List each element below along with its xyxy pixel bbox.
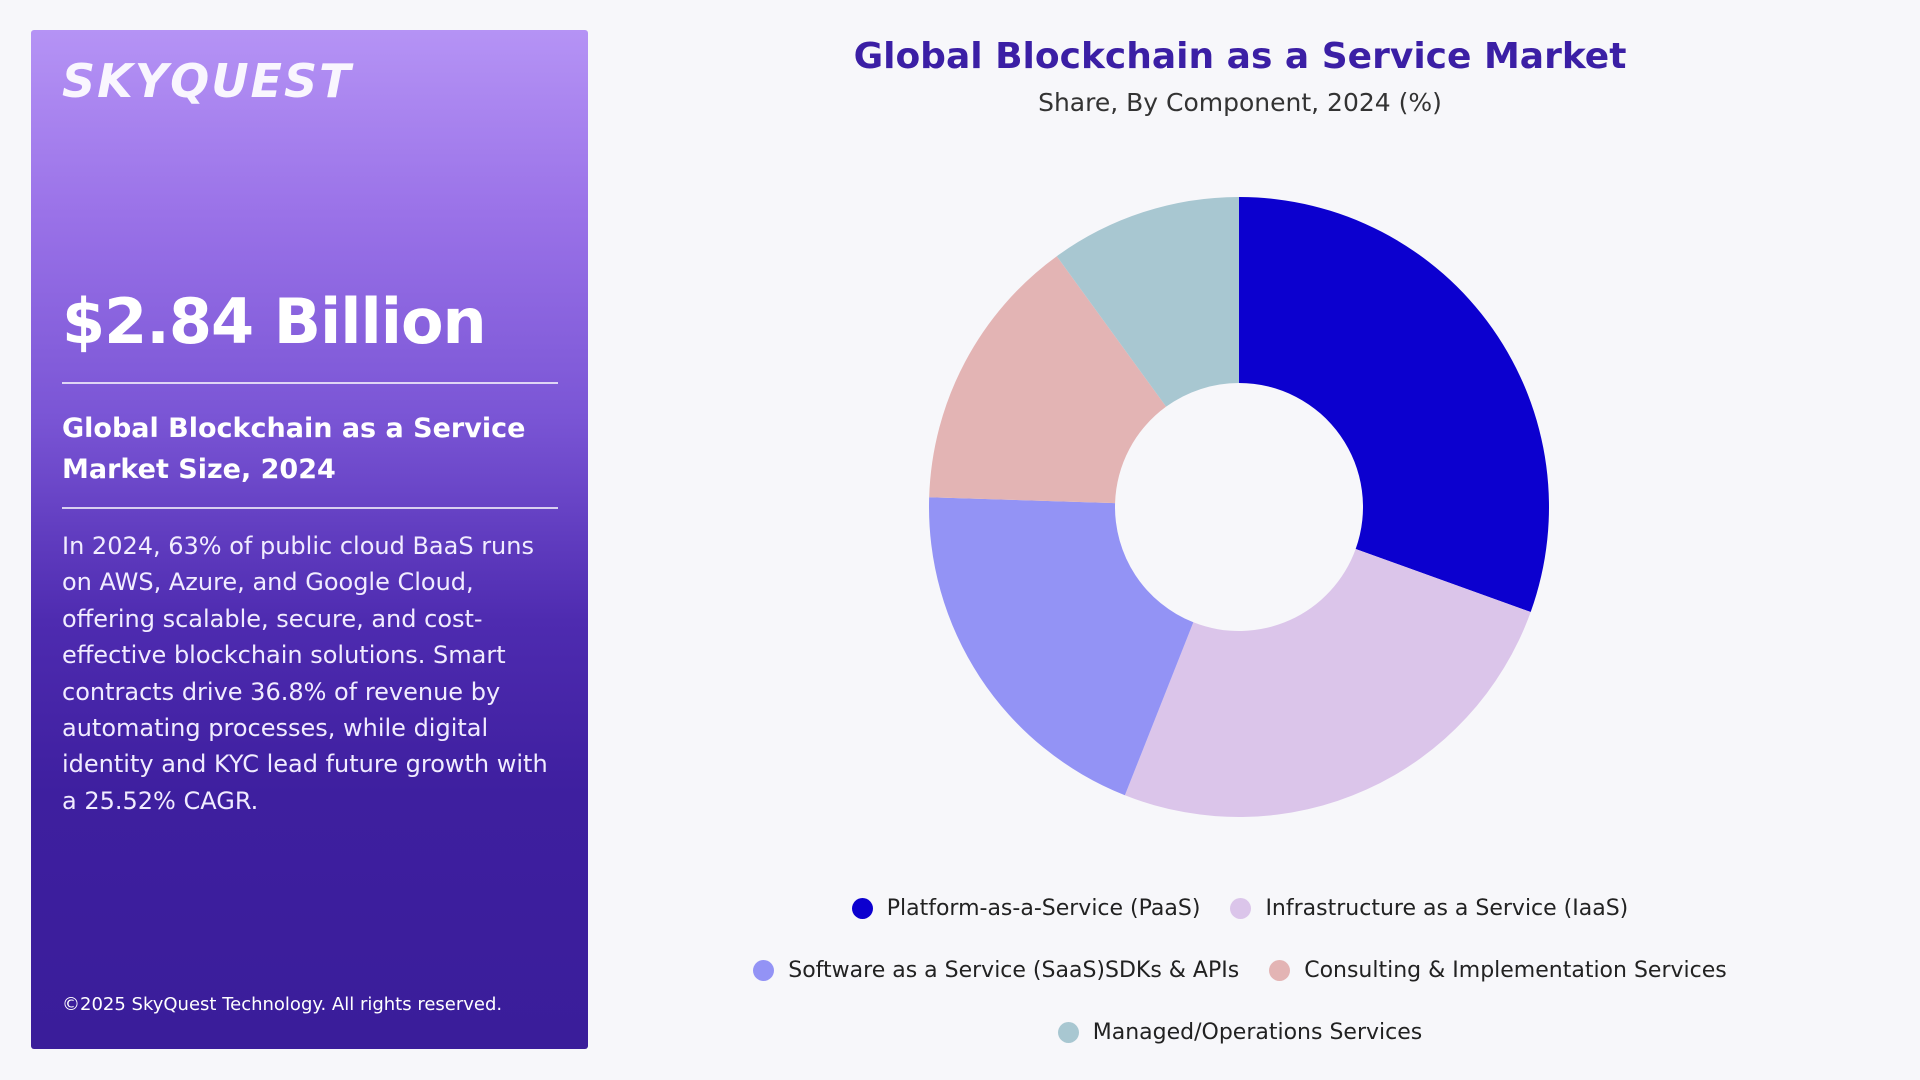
legend-dot [753, 960, 775, 981]
legend-item-saas: Software as a Service (SaaS)SDKs & APIs [753, 958, 1239, 983]
legend-row: Platform-as-a-Service (PaaS) Infrastruct… [700, 896, 1780, 921]
legend-dot [1057, 1022, 1079, 1043]
legend-row: Managed/Operations Services [700, 1020, 1780, 1045]
legend-item-paas: Platform-as-a-Service (PaaS) [851, 896, 1201, 921]
chart-title: Global Blockchain as a Service Market [853, 36, 1627, 77]
legend-item-iaas: Infrastructure as a Service (IaaS) [1230, 896, 1628, 921]
legend-label: Infrastructure as a Service (IaaS) [1265, 896, 1629, 921]
donut-slice-platform-as-a-service-paas [1239, 197, 1549, 613]
legend-dot [1269, 960, 1291, 981]
market-size-value: $2.84 Billion [62, 285, 487, 358]
market-description: In 2024, 63% of public cloud BaaS runs o… [62, 532, 548, 815]
copyright-text: ©2025 SkyQuest Technology. All rights re… [62, 994, 503, 1015]
divider [62, 507, 558, 509]
legend-label: Software as a Service (SaaS)SDKs & APIs [788, 958, 1240, 983]
donut-slice-managed-operations-services [1056, 197, 1239, 407]
summary-panel: SKYQUEST $2.84 Billion Global Blockchain… [31, 30, 588, 1049]
legend-dot [1230, 898, 1252, 919]
legend-item-managed: Managed/Operations Services [1057, 1020, 1423, 1045]
legend-row: Software as a Service (SaaS)SDKs & APIs … [700, 958, 1780, 983]
donut-slice-infrastructure-as-a-service-iaas [1124, 549, 1531, 818]
market-size-label: Global Blockchain as a Service Market Si… [62, 413, 526, 485]
donut-slice-software-as-a-service-saas-sdks-apis [929, 497, 1194, 796]
divider [62, 382, 558, 384]
legend-dot [851, 898, 873, 919]
brand-logo: SKYQUEST [62, 54, 353, 108]
chart-subtitle: Share, By Component, 2024 (%) [1038, 88, 1442, 117]
legend-label: Platform-as-a-Service (PaaS) [886, 896, 1201, 921]
legend-label: Consulting & Implementation Services [1304, 958, 1727, 983]
donut-slice-consulting-implementation-services [929, 256, 1167, 504]
legend-label: Managed/Operations Services [1092, 1020, 1423, 1045]
legend-item-consulting: Consulting & Implementation Services [1269, 958, 1727, 983]
